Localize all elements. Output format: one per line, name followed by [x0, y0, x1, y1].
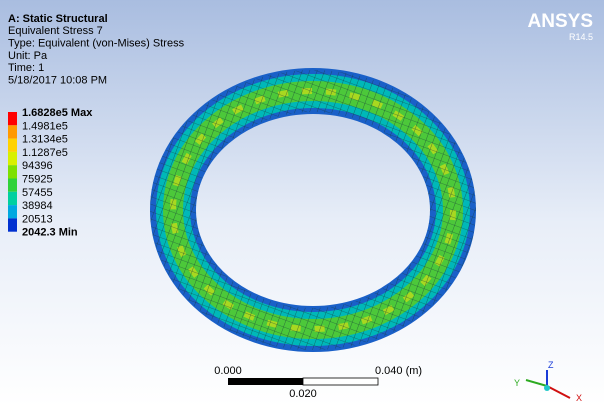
- title: A: Static Structural: [8, 13, 108, 25]
- legend-label: 1.1287e5: [22, 147, 68, 159]
- info-line: Time: 1: [8, 62, 44, 74]
- scale-bar: [228, 378, 378, 385]
- legend-label: 94396: [22, 160, 53, 172]
- legend-swatch: [8, 139, 17, 152]
- ring-model: [0, 0, 604, 406]
- legend-swatch: [8, 125, 17, 138]
- version: R14.5: [569, 32, 593, 42]
- scale-end: 0.040 (m): [375, 365, 422, 377]
- info-line: Unit: Pa: [8, 50, 48, 62]
- legend-swatch: [8, 179, 17, 192]
- legend-swatch: [8, 205, 17, 218]
- legend-label: 1.4981e5: [22, 120, 68, 132]
- legend-swatch: [8, 112, 17, 125]
- viewport: A: Static Structural Equivalent Stress 7…: [0, 0, 604, 406]
- legend-label: 38984: [22, 200, 53, 212]
- legend-swatch: [8, 152, 17, 165]
- axis-label: X: [576, 393, 582, 403]
- legend-swatch: [8, 218, 17, 231]
- legend-label: 1.6828e5 Max: [22, 107, 93, 119]
- info-line: 5/18/2017 10:08 PM: [8, 75, 107, 87]
- scale-start: 0.000: [214, 365, 242, 377]
- legend-label: 57455: [22, 187, 53, 199]
- axis-label: Y: [514, 378, 520, 388]
- logo: ANSYS: [528, 11, 593, 32]
- legend-label: 1.3134e5: [22, 134, 68, 146]
- legend-label: 20513: [22, 213, 53, 225]
- legend-label: 75925: [22, 174, 53, 186]
- info-line: Equivalent Stress 7: [8, 25, 103, 37]
- scale-mid: 0.020: [289, 388, 317, 400]
- axis-label: Z: [548, 360, 554, 370]
- info-line: Type: Equivalent (von-Mises) Stress: [8, 37, 185, 49]
- legend-swatch: [8, 192, 17, 205]
- legend-swatch: [8, 165, 17, 178]
- legend-label: 2042.3 Min: [22, 227, 78, 239]
